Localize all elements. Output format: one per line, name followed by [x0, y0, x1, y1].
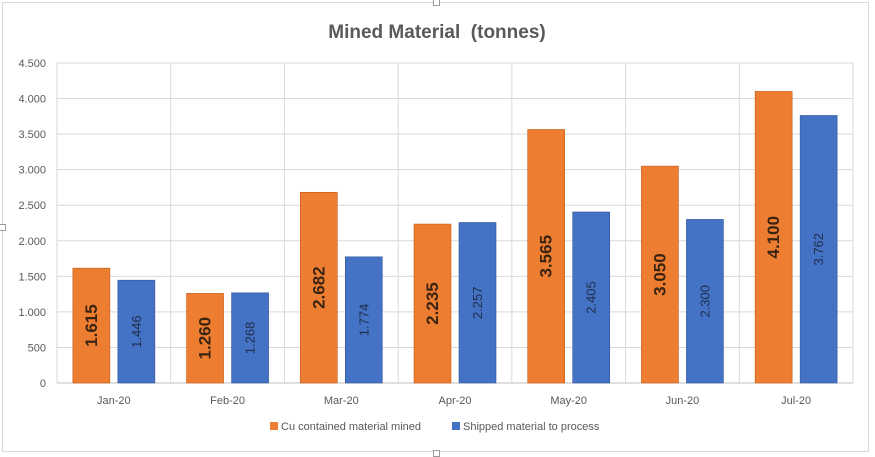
data-label: 2.682 — [309, 266, 328, 309]
bar-cu-contained — [186, 293, 224, 384]
data-label: 4.100 — [764, 216, 783, 259]
x-tick-label: Mar-20 — [324, 395, 359, 407]
data-label: 1.615 — [82, 304, 101, 347]
y-tick-label: 2.000 — [18, 236, 46, 248]
bar-cu-contained — [527, 129, 566, 384]
data-label: 1.260 — [196, 317, 215, 360]
y-tick-label: 0 — [40, 378, 46, 390]
legend-swatch-shipped — [452, 422, 460, 430]
y-tick-label: 3.000 — [18, 165, 46, 177]
y-tick-label: 1.500 — [18, 271, 46, 283]
bar-cu-contained — [641, 165, 679, 384]
bar-cu-contained — [72, 267, 111, 384]
x-tick-label: Apr-20 — [438, 395, 471, 407]
y-tick-label: 1.000 — [18, 307, 46, 319]
legend-label: Shipped material to process — [463, 421, 600, 433]
data-label: 2.235 — [423, 282, 442, 325]
data-label: 3.050 — [650, 253, 669, 296]
bars — [72, 91, 838, 384]
x-tick-label: Feb-20 — [210, 395, 245, 407]
data-label: 2.257 — [470, 286, 485, 319]
y-tick-label: 2.500 — [18, 200, 46, 212]
gridlines — [56, 62, 854, 384]
y-tick-label: 500 — [28, 342, 46, 354]
legend-label: Cu contained material mined — [281, 421, 421, 433]
bar-shipped — [117, 279, 156, 384]
y-tick-label: 4.500 — [18, 58, 46, 70]
x-tick-label: Jun-20 — [666, 395, 700, 407]
data-labels: 1.615 1.260 2.682 2.235 3.565 3.050 4.100 1.446… — [82, 216, 826, 360]
y-tick-label: 3.500 — [18, 129, 46, 141]
x-tick-label: May-20 — [550, 395, 587, 407]
bar-shipped — [572, 211, 611, 384]
data-label: 3.565 — [537, 235, 556, 278]
chart-title: Mined Material (tonnes) — [328, 22, 545, 43]
data-label: 1.774 — [356, 304, 371, 337]
axes: 0 500 1.000 1.500 2.000 2.500 3.000 3.500 4.000 4… — [18, 58, 853, 407]
data-label: 1.446 — [129, 315, 144, 348]
bar-shipped — [344, 256, 383, 384]
data-label: 1.268 — [243, 322, 258, 355]
bar-shipped — [799, 115, 838, 384]
data-label: 3.762 — [811, 233, 826, 266]
x-tick-label: Jul-20 — [781, 395, 811, 407]
legend: Cu contained material mined Shipped mater… — [270, 421, 600, 433]
x-tick-label: Jan-20 — [97, 395, 131, 407]
data-label: 2.300 — [697, 285, 712, 318]
resize-handle-left[interactable] — [0, 224, 6, 231]
resize-handle-top[interactable] — [433, 0, 440, 6]
bar-cu-contained — [413, 223, 452, 384]
bar-shipped — [458, 222, 497, 384]
legend-swatch-cu-contained — [270, 422, 278, 430]
bar-cu-contained — [754, 91, 793, 384]
bar-shipped — [686, 219, 724, 384]
bar-cu-contained — [299, 191, 338, 384]
data-label: 2.405 — [584, 281, 599, 314]
y-tick-label: 4.000 — [18, 94, 46, 106]
bar-shipped — [231, 292, 269, 384]
